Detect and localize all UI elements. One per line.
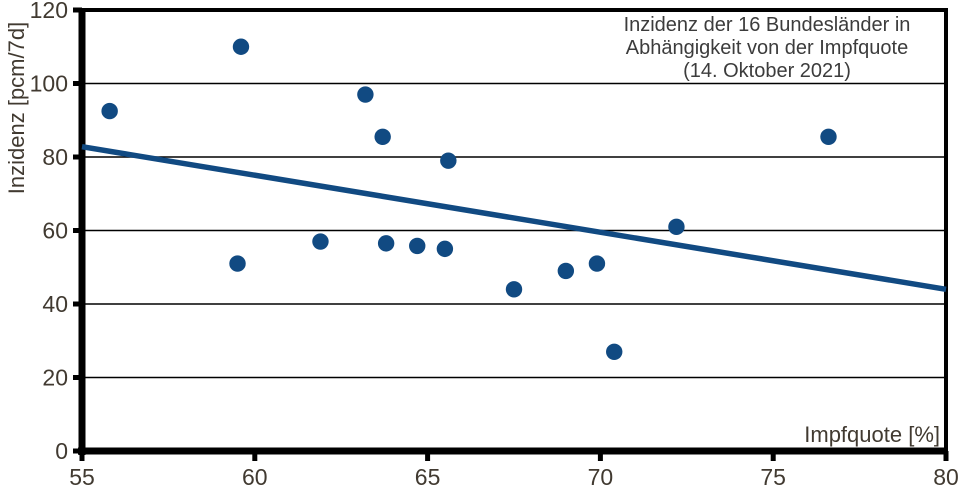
- x-tick-label-80: 80: [933, 464, 959, 487]
- data-point: [232, 38, 250, 55]
- data-point: [409, 237, 426, 255]
- tick-label-layer: 0 20 40 60 80 100 120 55 60 65 70 75 80: [30, 0, 959, 487]
- x-tick-label-65: 65: [415, 464, 441, 487]
- y-tick-label-120: 120: [30, 0, 68, 23]
- data-point: [377, 235, 395, 252]
- data-point: [312, 233, 329, 250]
- x-tick-label-70: 70: [588, 464, 614, 487]
- x-tick-label-75: 75: [760, 464, 786, 487]
- frame-layer: [73, 7, 949, 461]
- data-point: [436, 240, 454, 258]
- data-point: [101, 102, 118, 120]
- data-point: [229, 255, 246, 272]
- trend-line: [81, 143, 947, 293]
- x-axis-title: Impfquote [%]: [804, 422, 940, 447]
- data-point: [374, 128, 391, 145]
- y-tick-label-80: 80: [42, 144, 68, 170]
- data-point: [606, 343, 623, 360]
- data-point: [440, 152, 457, 169]
- data-point: [668, 218, 685, 236]
- data-point: [505, 281, 523, 298]
- series-layer: [81, 38, 947, 360]
- y-axis-title: Inzidenz [pcm/7d]: [4, 22, 29, 194]
- data-point: [357, 86, 374, 103]
- y-tick-label-0: 0: [55, 438, 68, 464]
- x-tick-label-55: 55: [69, 464, 95, 487]
- data-point: [588, 255, 606, 272]
- y-tick-label-20: 20: [42, 365, 68, 391]
- data-point: [557, 262, 575, 280]
- chart-title-line-3: (14. Oktober 2021): [683, 60, 851, 82]
- chart-title-line-2: Abhängigkeit von der Impfquote: [626, 37, 908, 59]
- x-tick-label-60: 60: [242, 464, 268, 487]
- chart-title-line-1: Inzidenz der 16 Bundesländer in: [624, 14, 911, 36]
- data-point: [820, 128, 837, 145]
- grid-layer: [82, 82, 946, 379]
- y-tick-label-40: 40: [42, 291, 68, 317]
- y-tick-label-100: 100: [30, 71, 68, 97]
- y-tick-label-60: 60: [42, 218, 68, 244]
